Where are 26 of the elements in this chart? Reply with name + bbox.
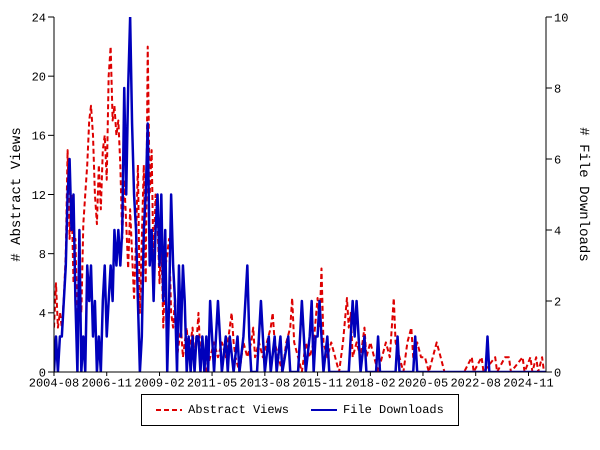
x-tick-label: 2004-08 <box>28 376 80 391</box>
legend-label: File Downloads <box>343 403 444 417</box>
x-tick-label: 2011-05 <box>186 376 238 391</box>
legend-label: Abstract Views <box>188 403 289 417</box>
y-tick-label: 8 <box>38 248 46 262</box>
x-tick-label: 2015-11 <box>292 376 343 391</box>
x-tick-label: 2018-02 <box>345 376 396 391</box>
x-tick-label: 2024-11 <box>503 376 554 391</box>
y-tick-label: 20 <box>32 70 46 84</box>
y2-tick-label: 0 <box>554 366 562 380</box>
y2-tick-label: 10 <box>554 11 568 26</box>
y2-tick-label: 8 <box>554 82 562 96</box>
y-tick-label: 16 <box>32 130 46 144</box>
x-tick-label: 2020-05 <box>398 376 448 391</box>
x-tick-label: 2009-02 <box>134 376 185 391</box>
y-axis-title: # Abstract Views <box>8 127 25 262</box>
y2-tick-label: 4 <box>554 224 562 238</box>
x-tick-label: 2022-08 <box>450 376 501 391</box>
y2-tick-label: 2 <box>554 295 562 310</box>
y-tick-label: 12 <box>32 188 46 203</box>
y2-tick-label: 6 <box>554 153 562 168</box>
x-tick-label: 2006-11 <box>82 376 132 391</box>
x-tick-label: 2013-08 <box>240 376 290 391</box>
y-tick-label: 24 <box>32 11 46 26</box>
y-tick-label: 4 <box>38 307 46 322</box>
y2-axis-title: # File Downloads <box>575 127 592 262</box>
